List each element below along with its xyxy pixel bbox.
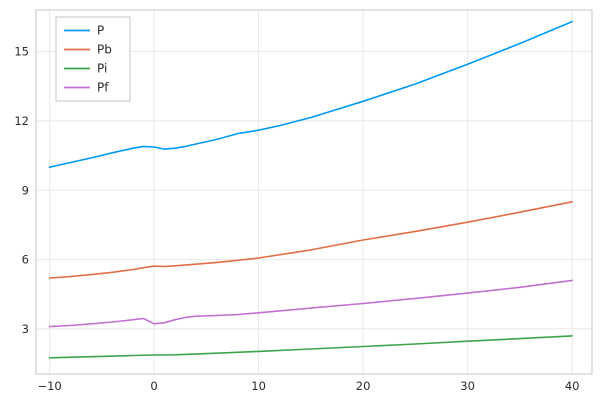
- x-tick-label: 10: [251, 379, 266, 393]
- x-tick-label: −10: [37, 379, 61, 393]
- x-tick-label: 30: [460, 379, 475, 393]
- y-tick-label: 6: [22, 253, 29, 267]
- y-tick-label: 3: [22, 322, 29, 336]
- x-tick-label: 0: [150, 379, 157, 393]
- plot-frame: [35, 9, 593, 375]
- series-line-P: [48, 20, 573, 168]
- series-line-Pi: [48, 335, 573, 359]
- legend-label-Pf: Pf: [97, 81, 109, 95]
- legend-label-Pi: Pi: [97, 62, 107, 76]
- y-tick-label: 15: [14, 45, 29, 59]
- y-tick-label: 9: [22, 183, 29, 197]
- legend-label-P: P: [97, 24, 104, 38]
- x-tick-label: 40: [565, 379, 580, 393]
- y-tick-label: 12: [14, 114, 29, 128]
- legend-label-Pb: Pb: [97, 43, 112, 57]
- series-line-Pf: [48, 279, 573, 328]
- x-tick-label: 20: [356, 379, 371, 393]
- series-line-Pb: [48, 201, 573, 279]
